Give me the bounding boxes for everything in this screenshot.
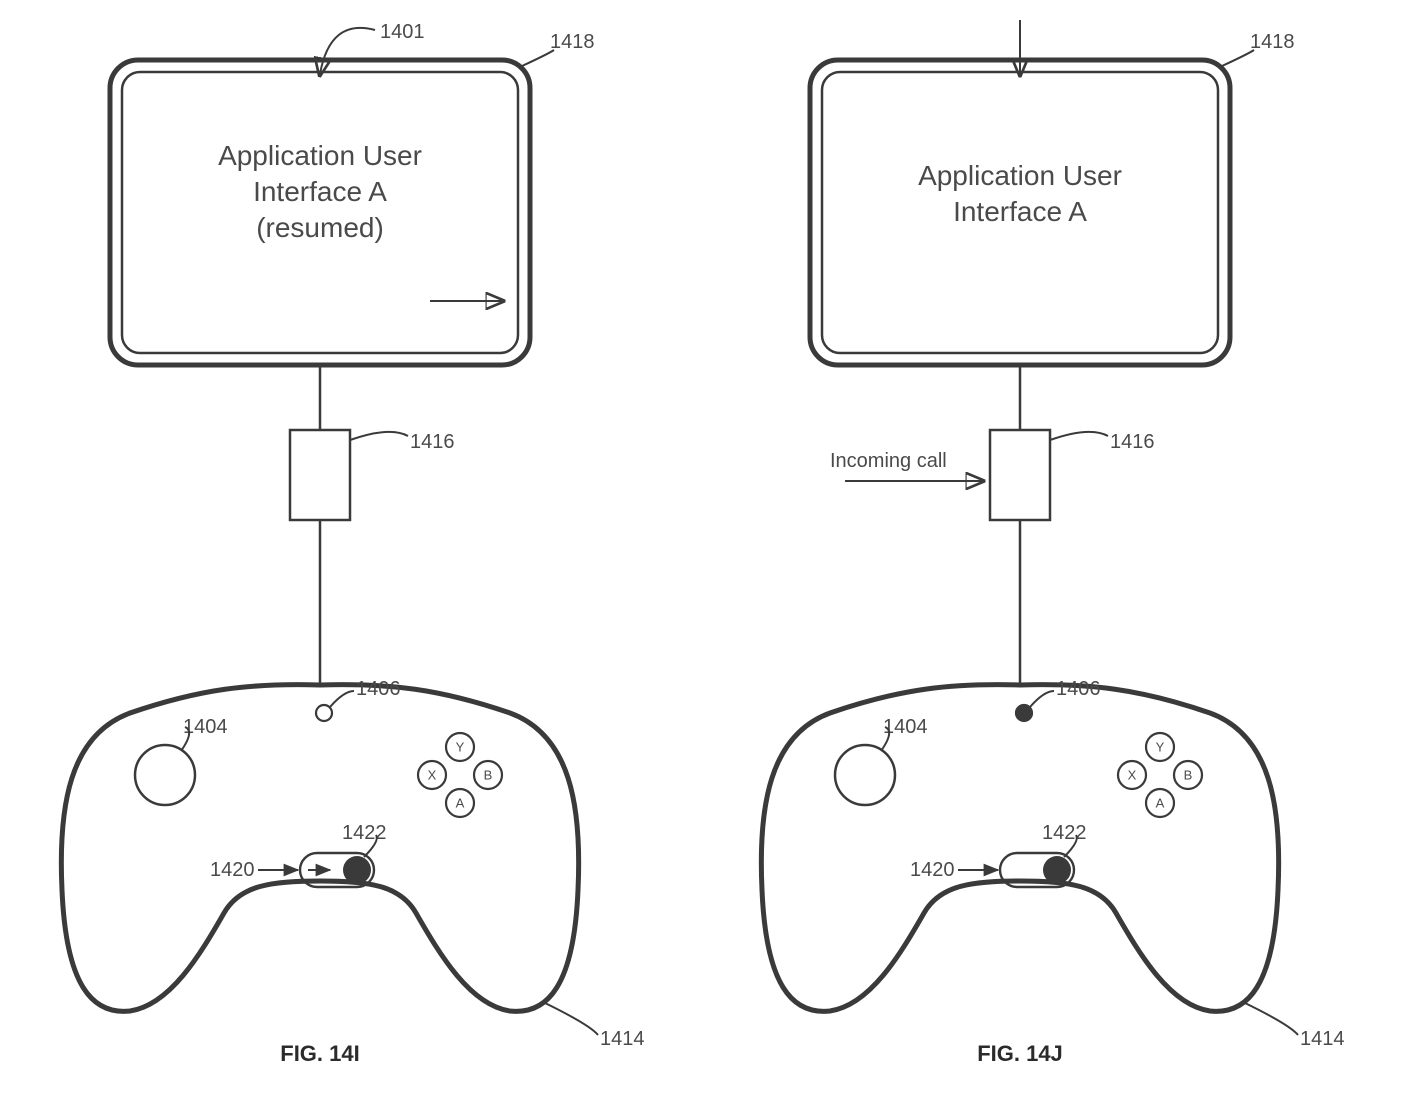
ref-1422: 1422 [342, 822, 387, 844]
leader-1406 [1030, 691, 1054, 707]
ref-1420: 1420 [910, 859, 955, 881]
b-button-icon-label: B [484, 768, 493, 783]
patent-figure: Application User Interface A (resumed) 1401… [0, 0, 1422, 1120]
leader-1414 [1245, 1003, 1298, 1035]
ref-1422: 1422 [1042, 822, 1087, 844]
y-button-icon-label: Y [1156, 740, 1165, 755]
phone-box [990, 430, 1050, 520]
a-button-icon-label: A [1156, 796, 1165, 811]
ref-1401: 1401 [380, 21, 425, 43]
ref-1406: 1406 [1056, 678, 1101, 700]
x-button-icon-label: X [428, 768, 437, 783]
screen-text-line: Application User [218, 140, 422, 171]
leader-1418 [522, 50, 554, 66]
switch-knob-icon [1043, 856, 1071, 884]
figure-label: FIG. 14J [977, 1041, 1063, 1066]
leader-1416 [350, 432, 408, 440]
screen-text-line: (resumed) [256, 212, 384, 243]
screen-text-line: Interface A [253, 176, 387, 207]
ref-1406: 1406 [356, 678, 401, 700]
x-button-icon-label: X [1128, 768, 1137, 783]
led-indicator-icon [1016, 705, 1032, 721]
screen-text-line: Application User [918, 160, 1122, 191]
b-button-icon-label: B [1184, 768, 1193, 783]
leader-1418 [1222, 50, 1254, 66]
ref-1416: 1416 [410, 431, 455, 453]
left-stick-icon [835, 745, 895, 805]
ref-1420: 1420 [210, 859, 255, 881]
screen-text-line: Interface A [953, 196, 1087, 227]
phone-box [290, 430, 350, 520]
led-indicator-icon [316, 705, 332, 721]
ref-1416: 1416 [1110, 431, 1155, 453]
a-button-icon-label: A [456, 796, 465, 811]
leader-1416 [1050, 432, 1108, 440]
ref-1414: 1414 [600, 1028, 645, 1050]
controller-body [61, 685, 578, 1012]
switch-knob-icon [343, 856, 371, 884]
leader-1401 [320, 28, 375, 74]
left-stick-icon [135, 745, 195, 805]
controller-body [761, 685, 1278, 1012]
leader-1414 [545, 1003, 598, 1035]
ref-1418: 1418 [550, 31, 595, 53]
ref-1418: 1418 [1250, 31, 1295, 53]
incoming-call-label: Incoming call [830, 450, 947, 472]
ref-1414: 1414 [1300, 1028, 1345, 1050]
figure-label: FIG. 14I [280, 1041, 359, 1066]
leader-1406 [330, 691, 354, 707]
y-button-icon-label: Y [456, 740, 465, 755]
